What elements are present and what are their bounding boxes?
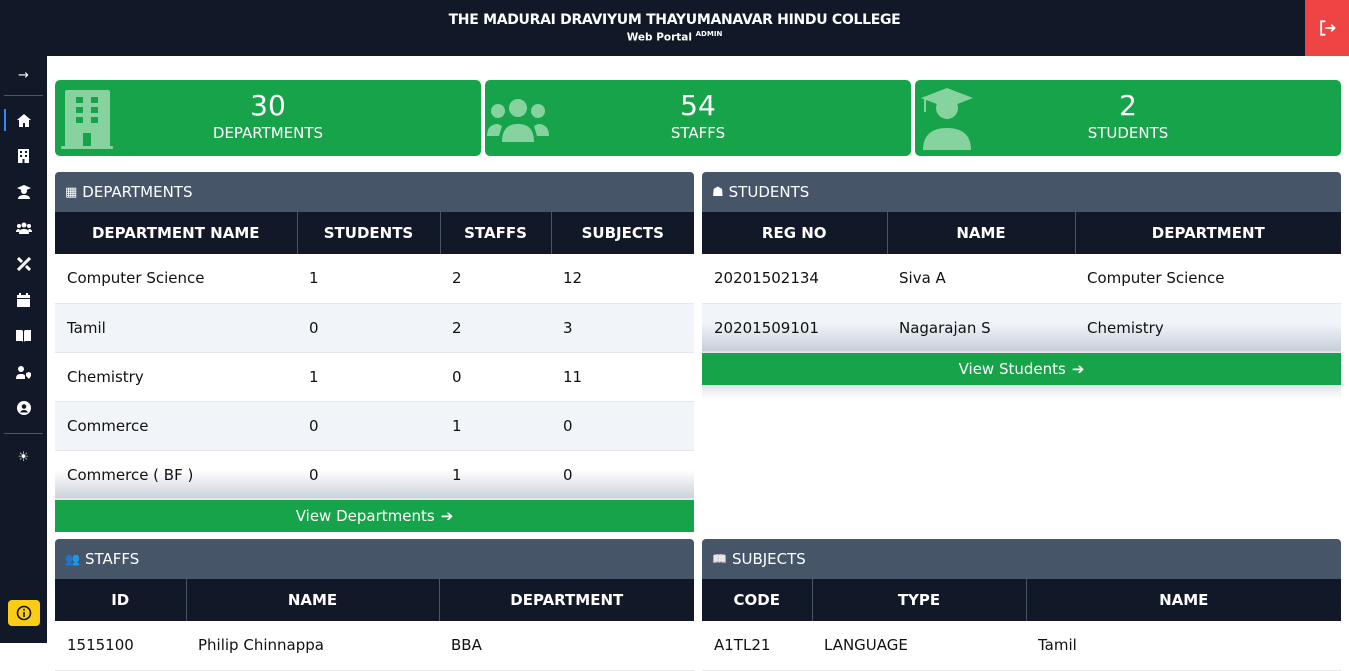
users-icon: 👥 xyxy=(65,552,80,566)
logout-icon xyxy=(1320,20,1336,36)
arrow-right-icon: ➔ xyxy=(1071,359,1085,378)
departments-label: DEPARTMENTS xyxy=(212,124,324,142)
book-icon: 📖 xyxy=(712,552,727,566)
divider xyxy=(4,95,43,96)
table-row[interactable]: Chemistry 1 0 11 xyxy=(55,352,694,402)
departments-count: 30 xyxy=(250,89,286,122)
column-header[interactable]: ID xyxy=(55,579,187,621)
arrow-right-icon: ➔ xyxy=(440,506,454,525)
sidebar: → ☀ xyxy=(0,56,47,643)
column-header[interactable]: SUBJECTS xyxy=(551,212,694,254)
subjects-table: CODE TYPE NAME A1TL21 LANGUAGE Tamil xyxy=(702,579,1341,671)
students-table: REG NO NAME DEPARTMENT 20201502134 Siva A… xyxy=(702,212,1341,353)
tools-icon xyxy=(16,257,31,271)
staffs-card[interactable]: 54 STAFFS xyxy=(485,80,911,156)
column-header[interactable]: TYPE xyxy=(812,579,1027,621)
sidebar-item-profile[interactable] xyxy=(0,396,47,420)
sidebar-item-admins[interactable] xyxy=(0,360,47,384)
staffs-panel: 👥 STAFFS ID NAME DEPARTMENT 1515100 Philip… xyxy=(55,539,694,671)
panel-header: ☗ STUDENTS xyxy=(702,172,1341,212)
table-row[interactable]: A1TL21 LANGUAGE Tamil xyxy=(702,621,1341,671)
building-icon xyxy=(61,90,113,149)
column-header[interactable]: NAME xyxy=(1026,579,1341,621)
column-header[interactable]: DEPARTMENT xyxy=(439,579,694,621)
graduate-icon xyxy=(921,88,973,150)
table-row[interactable]: 1515100 Philip Chinnappa BBA xyxy=(55,621,694,671)
table-row[interactable]: Commerce 0 1 0 xyxy=(55,401,694,451)
sidebar-item-library[interactable] xyxy=(0,324,47,348)
column-header[interactable]: NAME xyxy=(887,212,1076,254)
logout-button[interactable] xyxy=(1305,0,1349,56)
view-students-button[interactable]: View Students ➔ xyxy=(702,352,1341,385)
students-panel: ☗ STUDENTS REG NO NAME DEPARTMENT 2020150… xyxy=(702,172,1341,399)
staffs-table: ID NAME DEPARTMENT 1515100 Philip Chinnap… xyxy=(55,579,694,671)
sidebar-item-staffs[interactable] xyxy=(0,216,47,240)
sidebar-item-students[interactable] xyxy=(0,180,47,204)
expand-sidebar-button[interactable]: → xyxy=(0,63,47,87)
panel-title: SUBJECTS xyxy=(731,550,806,568)
departments-panel: ▦ DEPARTMENTS DEPARTMENT NAME STUDENTS ST… xyxy=(55,172,694,532)
user-circle-icon xyxy=(16,401,31,415)
departments-card[interactable]: 30 DEPARTMENTS xyxy=(55,80,481,156)
book-icon xyxy=(16,330,31,342)
students-count: 2 xyxy=(1119,89,1137,122)
column-header[interactable]: CODE xyxy=(702,579,813,621)
users-icon xyxy=(15,222,32,234)
users-icon xyxy=(487,99,549,142)
graduate-icon xyxy=(16,185,31,199)
column-header[interactable]: STAFFS xyxy=(440,212,552,254)
table-row[interactable]: 20201509101 Nagarajan S Chemistry xyxy=(702,303,1341,353)
column-header[interactable]: NAME xyxy=(186,579,440,621)
sidebar-item-calendar[interactable] xyxy=(0,288,47,312)
graduate-icon: ☗ xyxy=(712,184,724,200)
table-row[interactable]: Computer Science 1 2 12 xyxy=(55,254,694,304)
students-card[interactable]: 2 STUDENTS xyxy=(915,80,1341,156)
shadow xyxy=(702,384,1341,399)
table-row[interactable]: Commerce ( BF ) 0 1 0 xyxy=(55,450,694,500)
top-header: THE MADURAI DRAVIYUM THAYUMANAVAR HINDU … xyxy=(0,0,1349,56)
theme-toggle-button[interactable]: ☀ xyxy=(0,445,47,469)
calendar-icon xyxy=(17,293,30,307)
column-header[interactable]: DEPARTMENT NAME xyxy=(55,212,298,254)
arrow-right-icon: → xyxy=(18,67,29,83)
info-button[interactable] xyxy=(8,600,40,626)
info-icon xyxy=(16,605,32,621)
departments-table: DEPARTMENT NAME STUDENTS STAFFS SUBJECTS… xyxy=(55,212,694,500)
table-row[interactable]: Tamil 0 2 3 xyxy=(55,303,694,353)
column-header[interactable]: REG NO xyxy=(702,212,888,254)
table-row[interactable]: 20201502134 Siva A Computer Science xyxy=(702,254,1341,304)
panel-header: 👥 STAFFS xyxy=(55,539,694,579)
sun-icon: ☀ xyxy=(17,449,30,465)
column-header[interactable]: STUDENTS xyxy=(297,212,441,254)
subjects-panel: 📖 SUBJECTS CODE TYPE NAME A1TL21 LANGUAGE T… xyxy=(702,539,1341,671)
sidebar-item-home[interactable] xyxy=(0,108,47,132)
staffs-count: 54 xyxy=(680,89,716,122)
sidebar-item-departments[interactable] xyxy=(0,144,47,168)
panel-title: STAFFS xyxy=(84,550,140,568)
panel-header: ▦ DEPARTMENTS xyxy=(55,172,694,212)
staffs-label: STAFFS xyxy=(670,124,726,142)
building-icon xyxy=(18,149,29,163)
admin-badge: ADMIN xyxy=(695,30,723,38)
students-label: STUDENTS xyxy=(1087,124,1169,142)
college-title: THE MADURAI DRAVIYUM THAYUMANAVAR HINDU … xyxy=(448,12,901,28)
home-icon xyxy=(16,113,31,127)
sidebar-item-subjects[interactable] xyxy=(0,252,47,276)
user-shield-icon xyxy=(16,365,31,379)
panel-header: 📖 SUBJECTS xyxy=(702,539,1341,579)
column-header[interactable]: DEPARTMENT xyxy=(1075,212,1341,254)
portal-subtitle: Web Portal ADMIN xyxy=(626,30,723,44)
divider xyxy=(4,433,43,434)
view-departments-button[interactable]: View Departments ➔ xyxy=(55,499,694,532)
panel-title: DEPARTMENTS xyxy=(82,183,193,201)
panel-title: STUDENTS xyxy=(728,183,810,201)
building-icon: ▦ xyxy=(65,184,78,200)
